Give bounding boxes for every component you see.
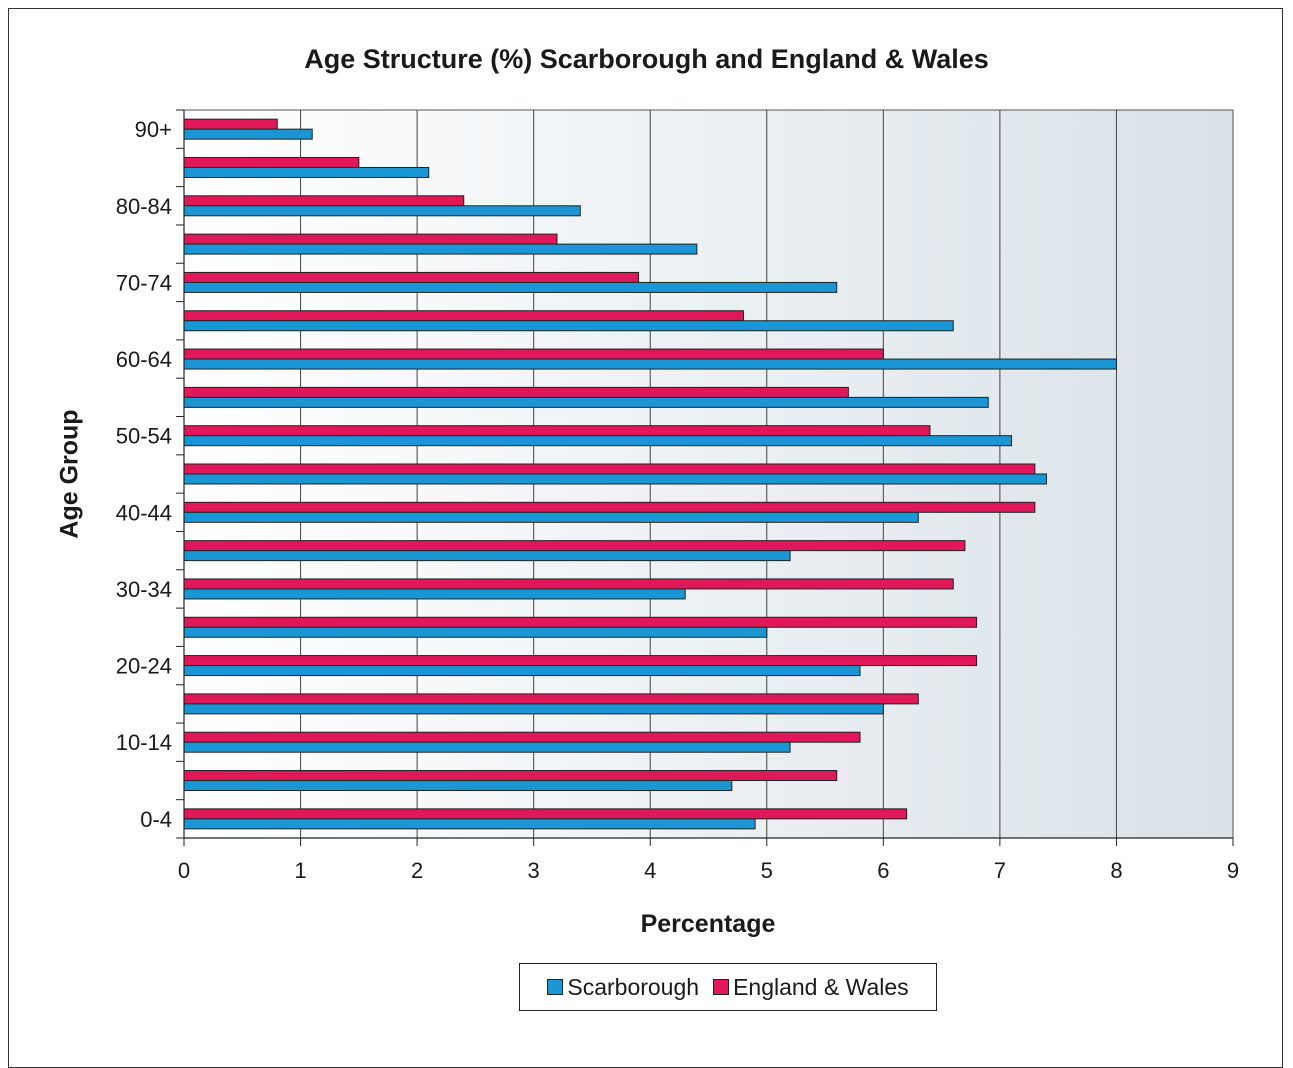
legend-item-scarborough: Scarborough bbox=[547, 974, 699, 1001]
bar-scarborough bbox=[183, 473, 1048, 485]
bar-england-wales bbox=[183, 271, 640, 283]
legend: Scarborough England & Wales bbox=[519, 963, 937, 1011]
bar-england-wales bbox=[183, 156, 360, 168]
bar-england-wales bbox=[183, 425, 931, 437]
x-tick-label: 7 bbox=[994, 858, 1006, 883]
bar-england-wales bbox=[183, 386, 849, 398]
y-tick-label: 20-24 bbox=[116, 654, 172, 679]
bar-scarborough bbox=[183, 780, 733, 792]
bars bbox=[183, 118, 1117, 830]
bar-scarborough bbox=[183, 435, 1013, 447]
bar-scarborough bbox=[183, 550, 791, 562]
y-tick-label: 90+ bbox=[135, 117, 172, 142]
bar-england-wales bbox=[183, 540, 966, 552]
legend-label-scarborough: Scarborough bbox=[567, 973, 700, 1000]
bar-scarborough bbox=[183, 128, 313, 140]
bar-scarborough bbox=[183, 703, 884, 715]
bar-scarborough bbox=[183, 741, 791, 753]
bar-england-wales bbox=[183, 195, 465, 207]
bar-england-wales bbox=[183, 501, 1036, 513]
bar-scarborough bbox=[183, 205, 581, 217]
legend-swatch-england-wales bbox=[713, 979, 730, 995]
x-tick-label: 4 bbox=[644, 858, 656, 883]
bar-scarborough bbox=[183, 281, 838, 293]
bar-england-wales bbox=[183, 118, 278, 130]
y-tick-label: 0-4 bbox=[140, 807, 172, 832]
x-tick-label: 5 bbox=[761, 858, 773, 883]
x-tick-label: 6 bbox=[877, 858, 889, 883]
bar-england-wales bbox=[183, 808, 908, 820]
bar-england-wales bbox=[183, 233, 558, 245]
bar-scarborough bbox=[183, 511, 919, 523]
bar-scarborough bbox=[183, 396, 989, 408]
bar-scarborough bbox=[183, 665, 861, 677]
x-tick-label: 9 bbox=[1227, 858, 1239, 883]
legend-label-england-wales: England & Wales bbox=[733, 973, 909, 1000]
y-tick-label: 10-14 bbox=[116, 730, 172, 755]
bar-england-wales bbox=[183, 463, 1036, 475]
bar-england-wales bbox=[183, 655, 978, 667]
bar-scarborough bbox=[183, 166, 430, 178]
bar-england-wales bbox=[183, 348, 884, 360]
bar-england-wales bbox=[183, 731, 861, 743]
axes: 0-410-1420-2430-3440-4450-5460-6470-7480… bbox=[116, 109, 1239, 883]
bar-england-wales bbox=[183, 310, 744, 322]
x-axis-label: Percentage bbox=[640, 910, 776, 938]
bar-scarborough bbox=[183, 320, 954, 332]
x-tick-label: 3 bbox=[528, 858, 540, 883]
bar-scarborough bbox=[183, 818, 756, 830]
x-tick-label: 8 bbox=[1110, 858, 1122, 883]
chart-title: Age Structure (%) Scarborough and Englan… bbox=[304, 44, 989, 74]
legend-item-england-wales: England & Wales bbox=[713, 974, 909, 1001]
y-tick-label: 60-64 bbox=[116, 347, 172, 372]
x-tick-label: 2 bbox=[411, 858, 423, 883]
y-tick-label: 40-44 bbox=[116, 500, 172, 525]
bar-scarborough bbox=[183, 243, 698, 255]
y-tick-label: 70-74 bbox=[116, 270, 172, 295]
y-tick-label: 80-84 bbox=[116, 194, 172, 219]
bar-england-wales bbox=[183, 616, 978, 628]
plot-area: 0-410-1420-2430-3440-4450-5460-6470-7480… bbox=[116, 109, 1239, 883]
legend-swatch-scarborough bbox=[547, 979, 564, 995]
bar-scarborough bbox=[183, 626, 768, 638]
bar-england-wales bbox=[183, 578, 954, 590]
bar-scarborough bbox=[183, 358, 1117, 370]
y-tick-label: 30-34 bbox=[116, 577, 172, 602]
bar-england-wales bbox=[183, 693, 919, 705]
bar-england-wales bbox=[183, 770, 838, 782]
x-tick-label: 1 bbox=[294, 858, 306, 883]
x-tick-label: 0 bbox=[178, 858, 190, 883]
bar-scarborough bbox=[183, 588, 686, 600]
y-tick-label: 50-54 bbox=[116, 424, 172, 449]
